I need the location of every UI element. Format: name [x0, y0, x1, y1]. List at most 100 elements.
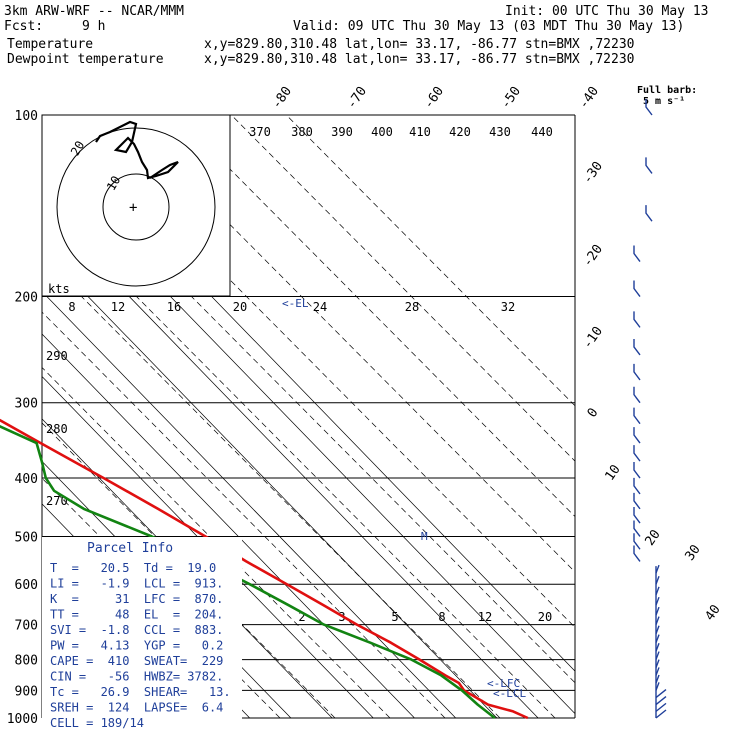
adiabat-line — [66, 115, 575, 628]
isotherm-label-top: -60 — [421, 84, 447, 112]
wind-barb — [655, 709, 667, 719]
wind-barb — [633, 338, 641, 356]
adiabat-line — [286, 115, 575, 407]
lfc-marker: <-LFC — [487, 677, 520, 690]
adiabat-line — [176, 115, 575, 518]
isotherm-label-right: -10 — [580, 324, 606, 352]
isotherm-label-right: -30 — [580, 159, 606, 187]
mixing-ratio-label-upper: 16 — [167, 300, 181, 314]
mixing-ratio-label-upper: 28 — [405, 300, 419, 314]
wind-key-speed: 5 m s⁻¹ — [643, 96, 685, 107]
mixing-ratio-label-upper: 8 — [68, 300, 75, 314]
isotherm-label-right: -20 — [580, 242, 606, 270]
mixing-ratio-label-upper: 32 — [501, 300, 515, 314]
wind-barb — [655, 689, 667, 699]
wind-barb — [633, 492, 641, 510]
theta-e-label: 380 — [291, 125, 313, 139]
wind-barb — [655, 696, 667, 706]
wind-barb — [655, 702, 667, 712]
wind-barb — [633, 407, 641, 425]
isotherm-label-right: 20 — [642, 527, 663, 548]
hodograph: + 10 20 kts — [41, 114, 231, 297]
mixing-ratio-label-lower: 5 — [391, 610, 398, 624]
wind-barbs — [633, 99, 667, 719]
pressure-tick-label: 1000 — [7, 712, 38, 727]
wind-barb — [633, 477, 641, 495]
hodograph-ring-label-10: 10 — [104, 173, 123, 193]
isotherm-label-right: 0 — [585, 405, 602, 420]
isotherm-line — [0, 115, 3, 718]
wind-barb — [645, 157, 653, 174]
adiabat-line — [42, 256, 501, 718]
parcel-info-row: PW = 4.13 YGP = 0.2 — [50, 639, 223, 653]
parcel-info-row: K = 31 LFC = 870. — [50, 592, 223, 606]
isotherm-line — [42, 333, 415, 718]
hodograph-ring-label-20: 20 — [68, 138, 87, 158]
theta-e-label: 400 — [371, 125, 393, 139]
isotherm-line — [42, 375, 374, 718]
wind-barb — [633, 363, 641, 381]
parcel-info-row: LI = -1.9 LCL = 913. — [50, 577, 223, 591]
pressure-tick-label: 500 — [15, 531, 38, 546]
wind-barb — [633, 386, 641, 404]
wind-barb — [633, 245, 641, 262]
isotherm-line — [42, 248, 498, 718]
dewpoint-profile — [0, 425, 496, 720]
init-time: Init: 00 UTC Thu 30 May 13 — [505, 4, 709, 19]
parcel-info-row: SVI = -1.8 CCL = 883. — [50, 623, 223, 637]
adiabat-line — [42, 145, 575, 684]
theta-label-left: 280 — [46, 422, 68, 436]
wind-barb — [633, 462, 641, 479]
temperature-profile — [0, 418, 529, 720]
theta-label-left: 290 — [46, 349, 68, 363]
mixing-ratio-label-lower: 12 — [478, 610, 492, 624]
theta-label-left: 270 — [46, 494, 68, 508]
theta-e-label: 410 — [409, 125, 431, 139]
pressure-tick-label: 200 — [15, 291, 38, 306]
isotherm-line — [42, 291, 456, 718]
wind-barb — [645, 99, 653, 116]
temperature-location: x,y=829.80,310.48 lat,lon= 33.17, -86.77… — [204, 37, 634, 52]
parcel-info-row: Tc = 26.9 SHEAR= 13. — [50, 685, 231, 699]
mixing-ratio-label-lower: 20 — [538, 610, 552, 624]
header: 3km ARW-WRF -- NCAR/MMM Init: 00 UTC Thu… — [4, 4, 709, 67]
temperature-legend: Temperature — [7, 37, 93, 52]
pressure-tick-label: 700 — [15, 619, 38, 634]
forecast-label: Fcst: — [4, 19, 43, 34]
el-marker: <-EL — [282, 297, 309, 310]
parcel-info-row: SREH = 124 LAPSE= 6.4 — [50, 701, 223, 715]
isotherm-label-top: -40 — [576, 84, 602, 112]
lcl-marker: <-LCL — [493, 687, 526, 700]
pressure-tick-label: 800 — [15, 654, 38, 669]
parcel-info-row: T = 20.5 Td = 19.0 — [50, 561, 216, 575]
wind-barb — [633, 427, 641, 444]
wind-barb — [633, 520, 641, 537]
wind-barb — [633, 545, 641, 562]
adiabat-line — [231, 115, 575, 462]
isotherm-label-top: -50 — [498, 84, 524, 112]
isotherm-label-right: 40 — [702, 602, 723, 623]
wind-barb — [633, 280, 641, 297]
theta-e-label: 440 — [531, 125, 553, 139]
theta-e-label: 420 — [449, 125, 471, 139]
pressure-tick-label: 600 — [15, 578, 38, 593]
wind-barb — [633, 311, 641, 328]
theta-e-label: 430 — [489, 125, 511, 139]
pressure-tick-label: 400 — [15, 472, 38, 487]
parcel-info-row: CELL = 189/14 — [50, 716, 144, 730]
parcel-info-panel: Parcel Info T = 20.5 Td = 19.0 LI = -1.9 … — [42, 537, 242, 730]
parcel-info-row: TT = 48 EL = 204. — [50, 608, 223, 622]
wind-key-title: Full barb: — [637, 85, 697, 96]
model-title: 3km ARW-WRF -- NCAR/MMM — [4, 4, 184, 19]
hodograph-ring-inner — [102, 173, 170, 241]
wind-barb — [633, 507, 641, 524]
isotherm-label-top: -70 — [344, 84, 370, 112]
parcel-info-title: Parcel Info — [87, 541, 173, 556]
isotherm-label-right: 30 — [682, 542, 703, 563]
mixing-ratio-label-lower: 8 — [438, 610, 445, 624]
hodograph-center-symbol: + — [129, 200, 137, 216]
forecast-hour: 9 h — [82, 19, 105, 34]
pressure-tick-label: 900 — [15, 684, 38, 699]
